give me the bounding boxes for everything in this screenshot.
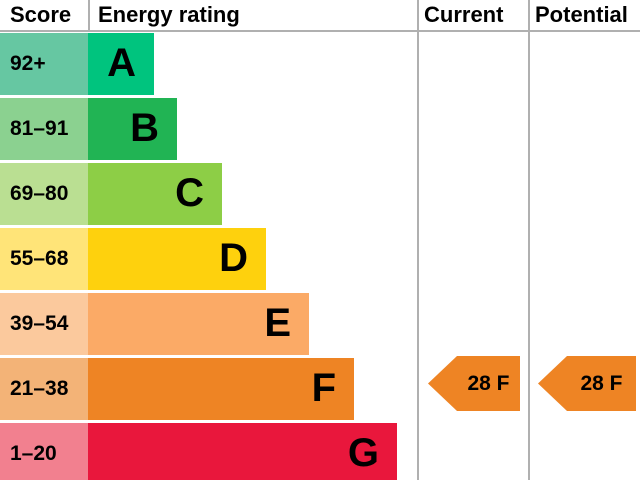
rating-row-c: 69–80 C [0, 163, 640, 225]
rating-letter-g: G [347, 431, 379, 475]
score-range-c: 69–80 [0, 163, 88, 225]
rating-letter-a: A [107, 41, 136, 85]
rating-band-g: G [88, 423, 397, 480]
rating-row-b: 81–91 B [0, 98, 640, 160]
rating-row-e: 39–54 E [0, 293, 640, 355]
rating-letter-e: E [264, 301, 291, 345]
column-header-current: Current [424, 2, 504, 27]
potential-rating-value: 28 F [580, 372, 623, 395]
rating-letter-c: C [175, 171, 204, 215]
score-range-g: 1–20 [0, 423, 88, 480]
rating-letter-b: B [130, 106, 159, 150]
current-rating-value: 28 F [467, 372, 510, 395]
column-header-energy-rating: Energy rating [98, 2, 240, 27]
rating-band-e: E [88, 293, 309, 355]
rating-letter-d: D [219, 236, 248, 280]
header-divider-line [0, 30, 640, 32]
rating-band-f: F [88, 358, 354, 420]
rating-row-g: 1–20 G [0, 423, 640, 480]
column-header-potential: Potential [535, 2, 628, 27]
column-header-score: Score [10, 2, 72, 27]
score-range-b: 81–91 [0, 98, 88, 160]
divider-current-potential [528, 0, 530, 480]
score-range-a: 92+ [0, 33, 88, 95]
rating-band-d: D [88, 228, 266, 290]
divider-energy-current [417, 0, 419, 480]
divider-score-energy [88, 0, 90, 30]
rating-row-f: 21–38 F [0, 358, 640, 420]
rating-band-c: C [88, 163, 222, 225]
score-range-d: 55–68 [0, 228, 88, 290]
rating-row-d: 55–68 D [0, 228, 640, 290]
rating-band-b: B [88, 98, 177, 160]
rating-letter-f: F [311, 366, 336, 410]
score-range-f: 21–38 [0, 358, 88, 420]
rating-band-a: A [88, 33, 154, 95]
score-range-e: 39–54 [0, 293, 88, 355]
rating-row-a: 92+ A [0, 33, 640, 95]
